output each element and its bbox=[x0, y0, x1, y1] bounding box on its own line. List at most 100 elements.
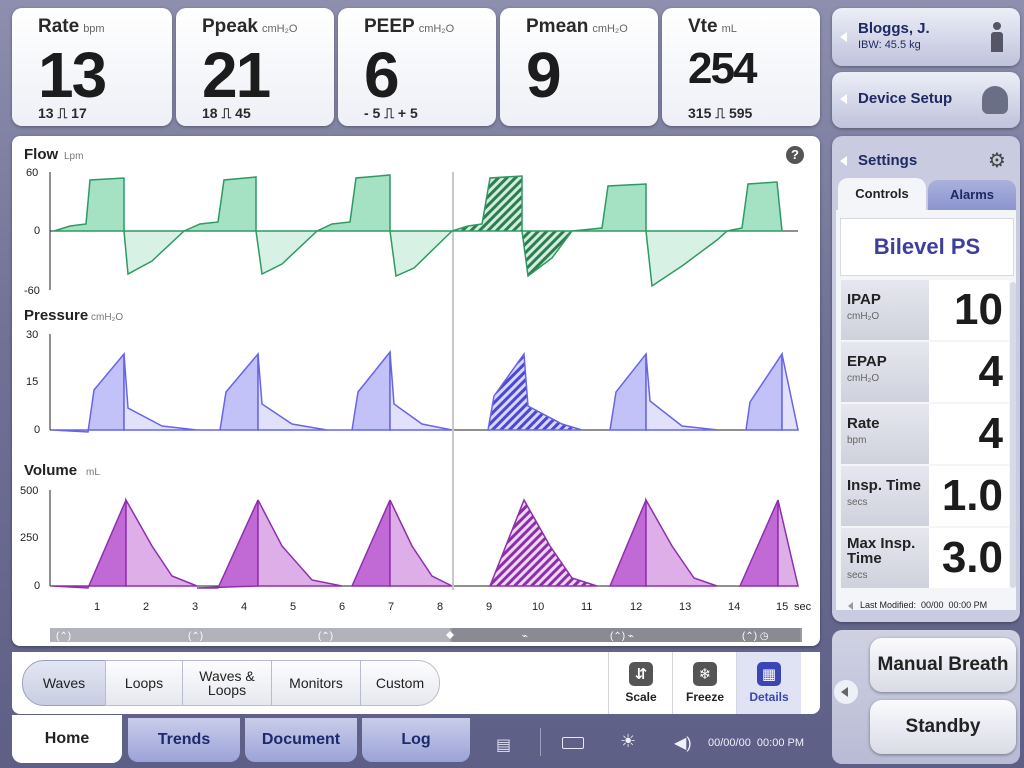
last-modified: Last Modified: 00/00 00:00 PM bbox=[860, 600, 988, 610]
x-tick: 11 bbox=[581, 601, 592, 613]
settings-scrollbar[interactable] bbox=[1010, 282, 1016, 588]
setting-value: 4 bbox=[929, 342, 1009, 402]
flow-tick-max: 60 bbox=[26, 167, 38, 179]
tab-monitors[interactable]: Monitors bbox=[271, 660, 361, 706]
waveform-panel: ? Flow Lpm Pressure cmH₂O Volume mL 60 0… bbox=[12, 136, 820, 646]
tab-trends[interactable]: Trends bbox=[128, 718, 240, 762]
mode-display[interactable]: Bilevel PS bbox=[840, 218, 1014, 276]
freeze-icon: ❄ bbox=[693, 662, 717, 686]
metric-vte[interactable]: Vte mL 254 315 ⎍ 595 bbox=[662, 8, 820, 126]
collapse-button[interactable] bbox=[834, 680, 858, 704]
setting-rate[interactable]: Rate bpm 4 bbox=[841, 404, 1009, 464]
svg-text:(⌃) ⌁: (⌃) ⌁ bbox=[610, 631, 634, 642]
setting-max-insp-time[interactable]: Max Insp. Time secs 3.0 bbox=[841, 528, 1009, 588]
x-tick: 15 bbox=[776, 601, 788, 613]
x-tick: 12 bbox=[630, 601, 642, 613]
metric-label: Vte mL bbox=[688, 16, 737, 37]
book-icon[interactable]: ▤ bbox=[496, 737, 512, 754]
expand-left-icon[interactable] bbox=[840, 156, 847, 166]
patient-ibw: IBW: 45.5 kg bbox=[858, 39, 921, 51]
metric-rate[interactable]: Rate bpm 13 13 ⎍ 17 bbox=[12, 8, 172, 126]
x-tick: 10 bbox=[532, 601, 544, 613]
gear-icon[interactable]: ⚙ bbox=[988, 150, 1006, 172]
brightness-icon[interactable]: ☀ bbox=[620, 731, 637, 751]
flow-unit: Lpm bbox=[64, 151, 83, 162]
volume-tick-mid: 250 bbox=[20, 532, 38, 544]
patient-button[interactable]: Bloggs, J. IBW: 45.5 kg bbox=[832, 8, 1020, 66]
tab-waves-loops[interactable]: Waves & Loops bbox=[182, 660, 272, 706]
flow-waveform bbox=[53, 174, 783, 288]
scale-button[interactable]: ⇵ Scale bbox=[608, 652, 673, 714]
volume-tick-zero: 0 bbox=[34, 580, 40, 592]
flow-label: Flow bbox=[24, 146, 58, 163]
setting-label: IPAP cmH₂O bbox=[847, 291, 881, 322]
metric-value: 21 bbox=[202, 39, 271, 111]
x-tick: 2 bbox=[143, 601, 149, 613]
device-setup-button[interactable]: Device Setup bbox=[832, 72, 1020, 128]
metric-ppeak[interactable]: Ppeak cmH₂O 21 18 ⎍ 45 bbox=[176, 8, 334, 126]
tab-waves[interactable]: Waves bbox=[22, 660, 106, 706]
setting-value: 3.0 bbox=[929, 528, 1009, 588]
details-icon: ▦ bbox=[757, 662, 781, 686]
pressure-waveform bbox=[51, 349, 799, 433]
tab-document[interactable]: Document bbox=[245, 718, 357, 762]
metric-alarm-range: 13 ⎍ 17 bbox=[38, 105, 87, 121]
svg-text:(⌃): (⌃) bbox=[56, 631, 71, 642]
view-selector-bar: Waves Loops Waves & Loops Monitors Custo… bbox=[12, 652, 820, 714]
setting-ipap[interactable]: IPAP cmH₂O 10 bbox=[841, 280, 1009, 340]
x-tick: 8 bbox=[437, 601, 443, 613]
volume-tick-max: 500 bbox=[20, 485, 38, 497]
metric-peep[interactable]: PEEP cmH₂O 6 - 5 ⎍ + 5 bbox=[338, 8, 496, 126]
standby-button[interactable]: Standby bbox=[870, 700, 1016, 754]
x-tick: 14 bbox=[728, 601, 740, 613]
metric-label: Rate bpm bbox=[38, 16, 105, 37]
tab-loops[interactable]: Loops bbox=[105, 660, 183, 706]
status-datetime: 00/00/00 00:00 PM bbox=[708, 737, 805, 749]
help-icon[interactable]: ? bbox=[786, 146, 804, 164]
metric-label: PEEP cmH₂O bbox=[364, 16, 455, 37]
scroll-left-icon bbox=[848, 602, 853, 610]
patient-name: Bloggs, J. bbox=[858, 20, 930, 37]
breath-event-bar: (⌃) (⌃) (⌃) ⌁ (⌃) ⌁ (⌃) ◷ bbox=[50, 628, 802, 642]
setting-epap[interactable]: EPAP cmH₂O 4 bbox=[841, 342, 1009, 402]
setting-value: 1.0 bbox=[929, 466, 1009, 526]
metric-pmean[interactable]: Pmean cmH₂O 9 bbox=[500, 8, 658, 126]
manual-breath-button[interactable]: Manual Breath bbox=[870, 638, 1016, 692]
flow-tick-zero: 0 bbox=[34, 225, 40, 237]
svg-text:(⌃): (⌃) bbox=[188, 631, 203, 642]
volume-icon[interactable]: ◀) bbox=[674, 735, 692, 752]
device-setup-label: Device Setup bbox=[858, 90, 953, 107]
svg-text:⌁: ⌁ bbox=[522, 631, 528, 642]
expand-left-icon bbox=[840, 94, 847, 104]
x-tick: 3 bbox=[192, 601, 198, 613]
volume-unit: mL bbox=[86, 467, 100, 478]
tab-controls[interactable]: Controls bbox=[838, 178, 926, 210]
mask-icon bbox=[982, 86, 1008, 114]
x-tick: 4 bbox=[241, 601, 247, 613]
setting-insp-time[interactable]: Insp. Time secs 1.0 bbox=[841, 466, 1009, 526]
settings-title: Settings bbox=[858, 152, 918, 169]
time-axis: 1 2 3 4 5 6 7 8 9 10 11 12 13 14 15 sec bbox=[94, 601, 812, 613]
metric-value: 9 bbox=[526, 39, 562, 111]
details-button[interactable]: ▦ Details bbox=[736, 652, 801, 714]
x-tick: 5 bbox=[290, 601, 296, 613]
volume-label: Volume bbox=[24, 462, 77, 479]
metric-label: Ppeak cmH₂O bbox=[202, 16, 298, 37]
person-icon bbox=[990, 22, 1004, 52]
waveform-chart: Flow Lpm Pressure cmH₂O Volume mL 60 0 -… bbox=[20, 146, 812, 642]
tab-alarms[interactable]: Alarms bbox=[928, 180, 1016, 210]
tab-log[interactable]: Log bbox=[362, 718, 470, 762]
pressure-unit: cmH₂O bbox=[91, 312, 123, 323]
setting-label: Max Insp. Time secs bbox=[847, 535, 916, 581]
metric-value: 6 bbox=[364, 39, 400, 111]
svg-text:(⌃): (⌃) bbox=[318, 631, 333, 642]
metric-value: 13 bbox=[38, 39, 107, 111]
x-tick: 9 bbox=[486, 601, 492, 613]
freeze-button[interactable]: ❄ Freeze bbox=[672, 652, 737, 714]
tab-home[interactable]: Home bbox=[12, 715, 122, 763]
pressure-tick-mid: 15 bbox=[26, 376, 38, 388]
pressure-tick-zero: 0 bbox=[34, 424, 40, 436]
tab-custom[interactable]: Custom bbox=[360, 660, 440, 706]
metric-alarm-range: 315 ⎍ 595 bbox=[688, 105, 753, 121]
setting-label: EPAP cmH₂O bbox=[847, 353, 887, 384]
